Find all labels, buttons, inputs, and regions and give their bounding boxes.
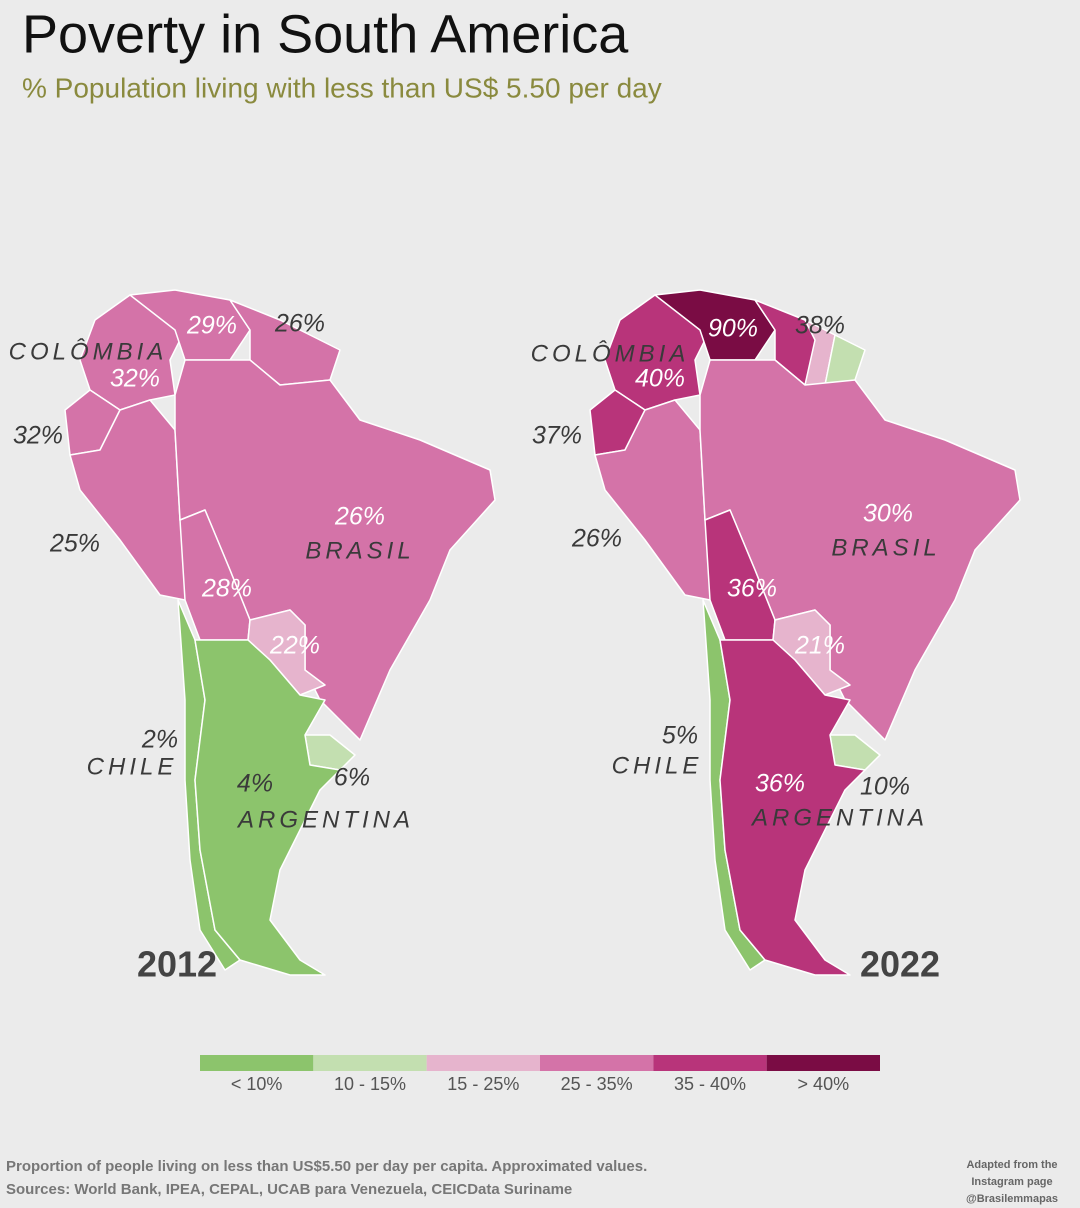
map-label: 6% [334,764,370,792]
map-label: 28% [201,575,252,603]
legend-swatch [313,1055,427,1071]
argentina [719,639,866,976]
map-label: 37% [532,422,582,450]
footer-sources: Sources: World Bank, IPEA, CEPAL, UCAB p… [6,1181,572,1198]
legend-swatch [766,1055,880,1071]
legend-label: 15 - 25% [447,1074,519,1094]
country-name: COLÔMBIA [9,337,168,365]
map-label: 25% [49,530,100,558]
map-label: 40% [635,365,685,393]
map-year: 2022 [860,944,940,985]
subtitle: % Population living with less than US$ 5… [22,72,662,103]
footer-note: Proportion of people living on less than… [6,1158,647,1175]
map-label: 36% [755,770,805,798]
map-2022 [589,289,1021,976]
map-label: 26% [571,525,622,553]
country-name: ARGENTINA [750,804,928,831]
map-label: 10% [860,773,910,801]
credit: @Brasilemmapas [966,1193,1058,1205]
country-name: BRASIL [831,534,940,561]
legend: < 10% 10 - 15% 15 - 25% 25 - 35% 35 - 40% > 4… [200,1055,880,1094]
credit: Adapted from the [966,1159,1057,1171]
map-label: 21% [794,632,845,660]
country-name: CHILE [612,752,703,779]
venezuela [654,289,776,361]
argentina [194,639,341,976]
map-label: 38% [795,312,845,340]
map-label: 90% [708,315,758,343]
legend-swatch [426,1055,540,1071]
map-label: 22% [269,632,320,660]
country-name: BRASIL [305,537,414,564]
map-label: 26% [274,310,325,338]
labels-2012: 29% 26% COLÔMBIA 32% 32% 25% 26% BRASIL … [9,310,414,985]
legend-swatch [540,1055,654,1071]
map-label: 4% [237,770,273,798]
legend-label: 25 - 35% [561,1074,633,1094]
map-label: 2% [141,726,178,754]
labels-2022: 90% 38% COLÔMBIA 40% 37% 26% 30% BRASIL … [531,312,940,985]
map-label: 36% [727,575,777,603]
map-2012 [64,289,496,976]
legend-label: 35 - 40% [674,1074,746,1094]
map-label: 32% [110,365,160,393]
credit: Instagram page [971,1176,1052,1188]
legend-label: > 40% [798,1074,850,1094]
map-label: 32% [13,422,63,450]
legend-label: 10 - 15% [334,1074,406,1094]
venezuela [129,289,251,361]
map-label: 26% [334,503,385,531]
legend-swatch [653,1055,767,1071]
map-label: 5% [662,722,698,750]
country-name: COLÔMBIA [531,339,690,367]
map-label: 30% [863,500,913,528]
map-label: 29% [186,312,237,340]
country-name: ARGENTINA [236,806,414,833]
map-year: 2012 [137,944,217,985]
country-name: CHILE [87,753,178,780]
title: Poverty in South America [22,4,629,64]
legend-label: < 10% [231,1074,283,1094]
legend-swatch [200,1055,314,1071]
